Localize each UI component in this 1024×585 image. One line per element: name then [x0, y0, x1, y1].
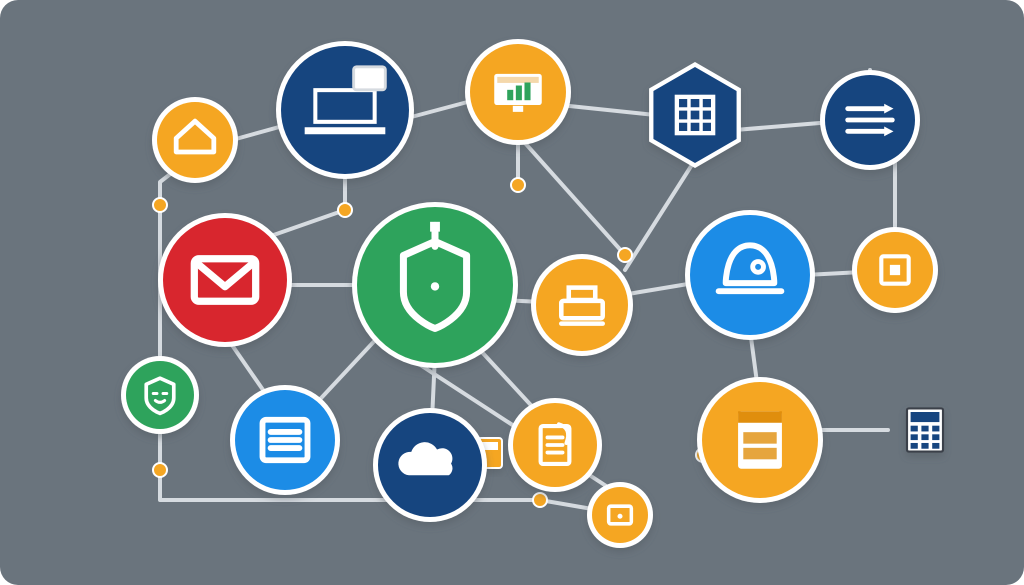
- node-mail: [158, 213, 292, 347]
- node-print: [531, 254, 633, 356]
- node-chip: [852, 227, 938, 313]
- node-shield-main: [352, 202, 518, 368]
- node-list: [230, 385, 340, 495]
- node-building: [685, 210, 815, 340]
- calculator-icon: [907, 408, 943, 451]
- node-card-small: [587, 482, 653, 548]
- node-servers: [820, 70, 920, 170]
- network-diagram: [0, 0, 1024, 585]
- node-dashboard: [465, 39, 571, 145]
- server-icon: [738, 411, 782, 468]
- node-laptop: [276, 41, 414, 179]
- node-calc: [907, 408, 943, 451]
- node-note: [508, 398, 602, 492]
- node-cloud: [373, 408, 487, 522]
- arrows-in-icon: [848, 104, 894, 136]
- node-secure-user: [121, 356, 199, 434]
- node-home: [152, 97, 238, 183]
- node-server-box: [697, 377, 823, 503]
